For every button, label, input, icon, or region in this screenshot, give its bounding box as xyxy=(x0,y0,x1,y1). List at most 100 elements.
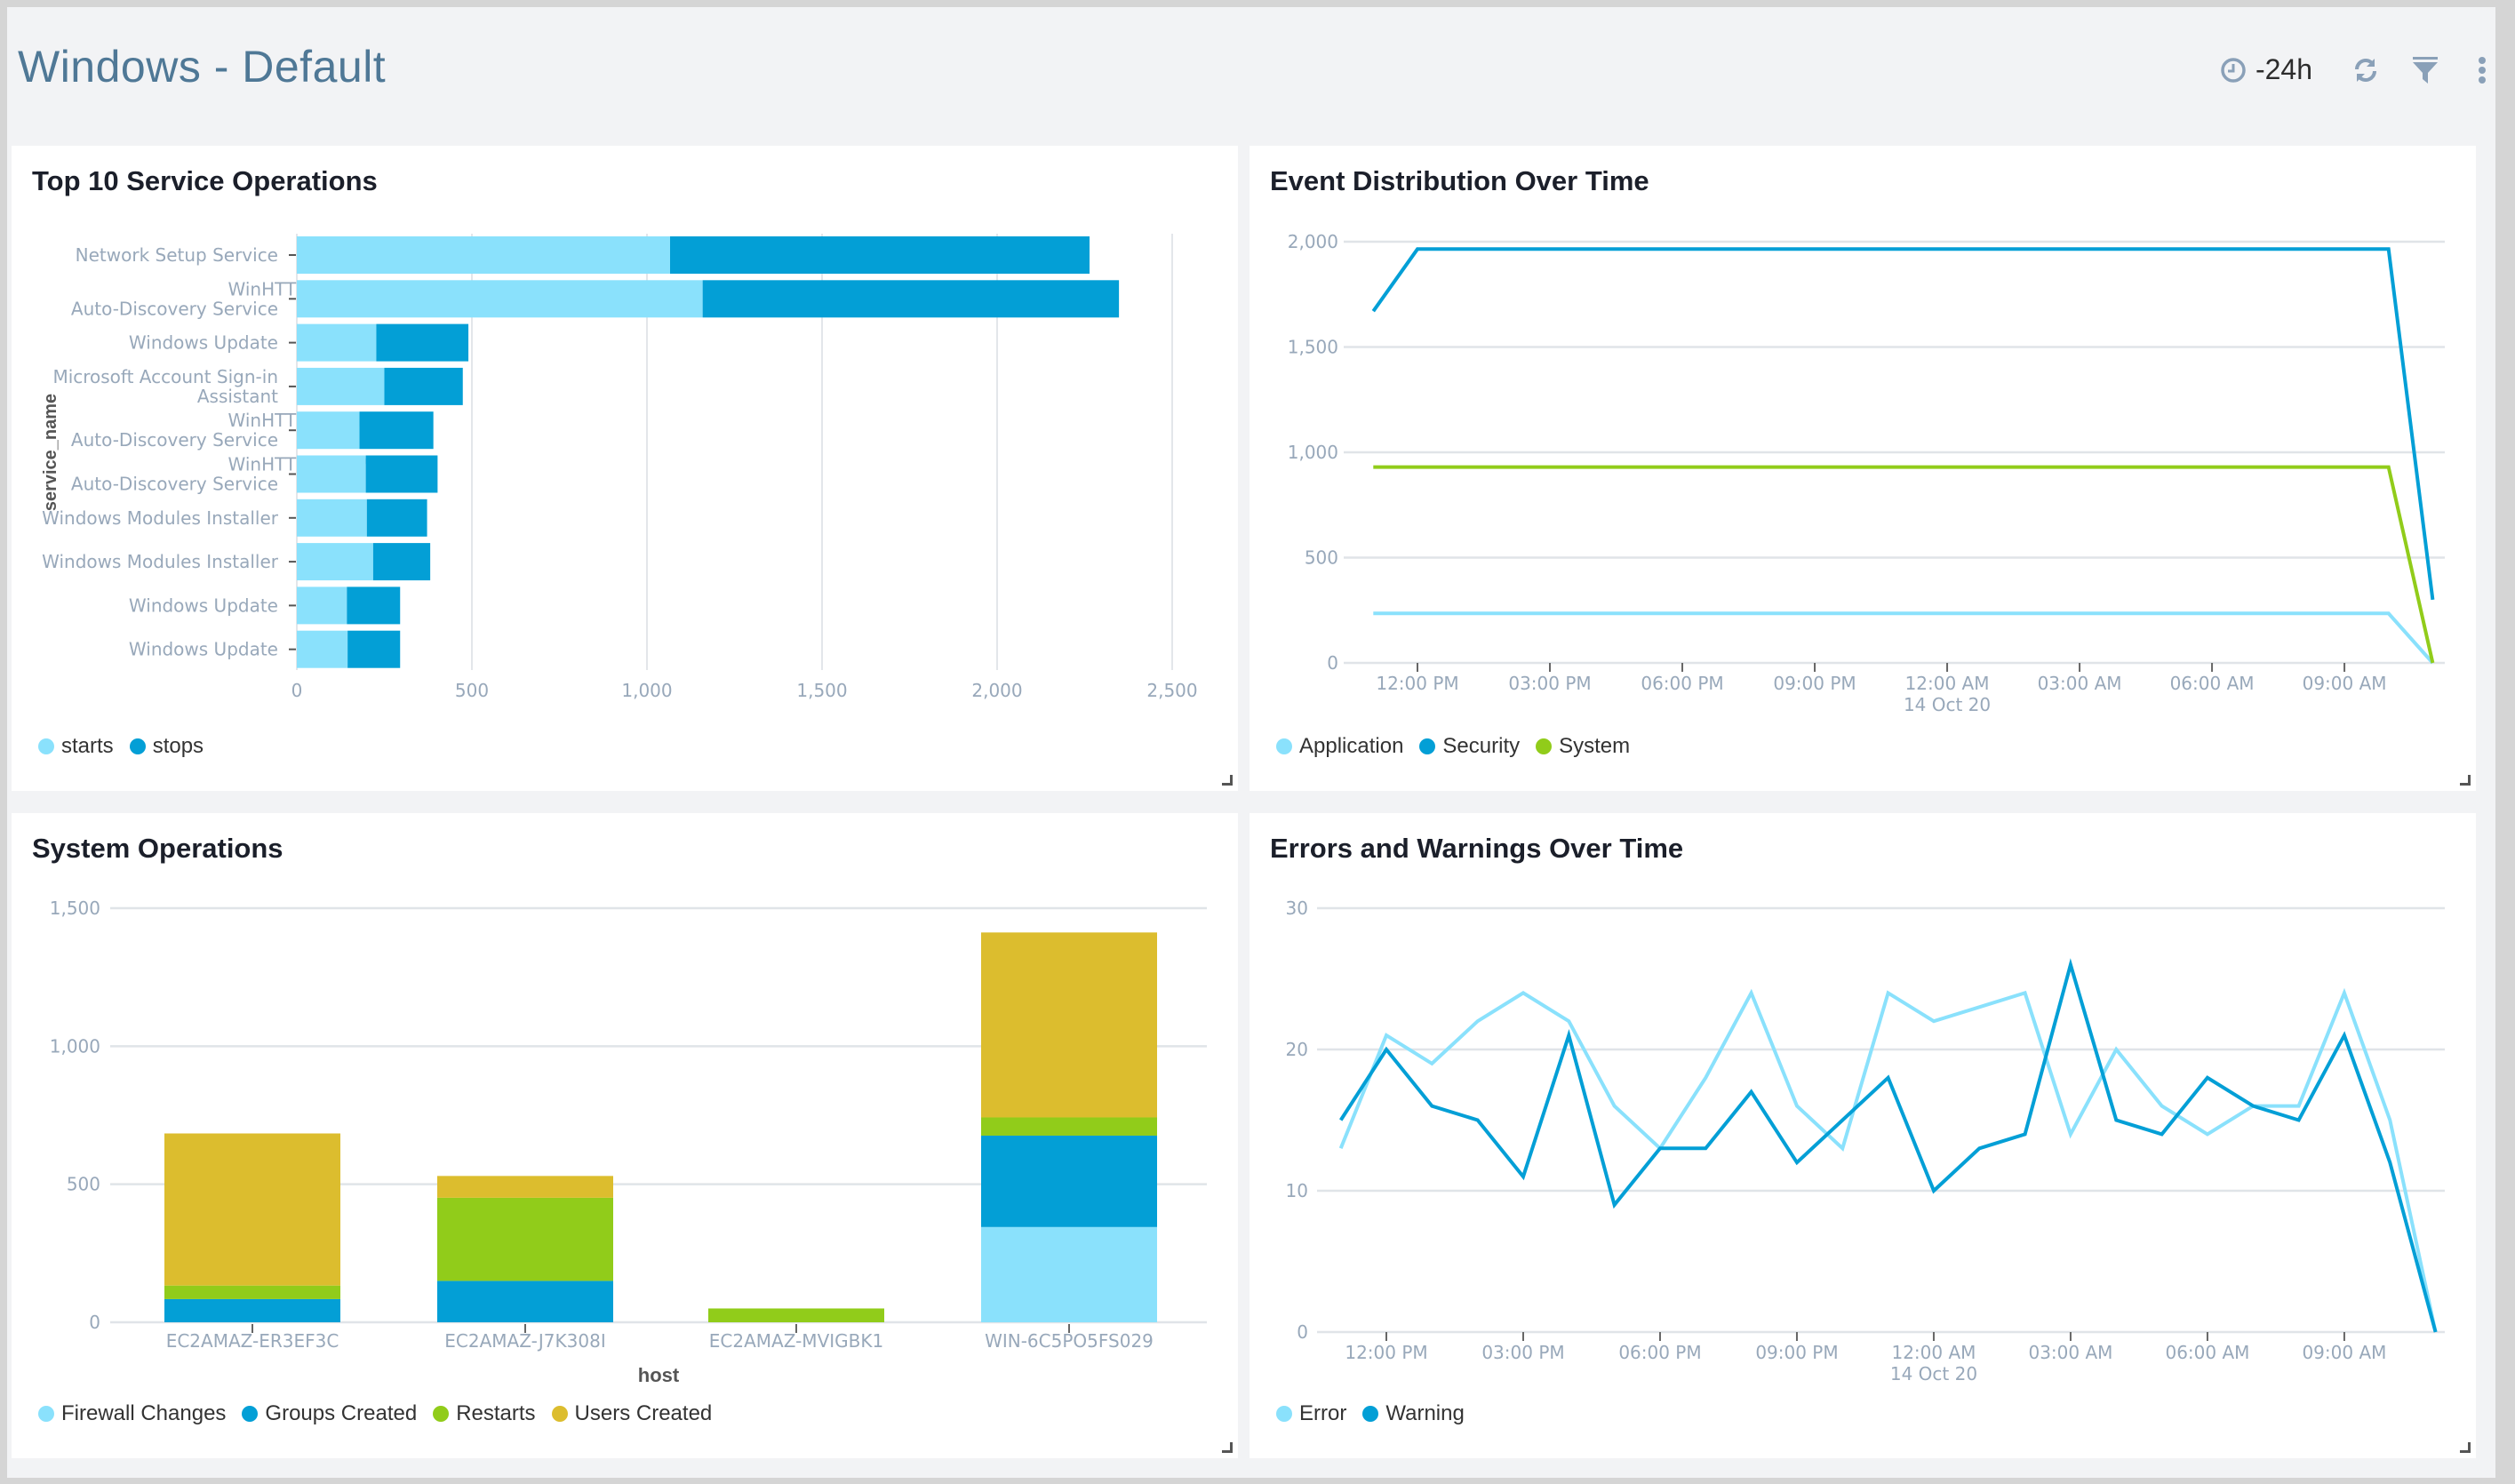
legend-label: System xyxy=(1559,734,1631,758)
bar-segment-stops xyxy=(384,367,463,405)
x-tick-label: 2,000 xyxy=(971,680,1022,701)
bar-segment-starts xyxy=(297,280,703,318)
legend-item[interactable]: Users Created xyxy=(551,1401,713,1426)
bar-segment-stops xyxy=(347,586,401,625)
x-tick-label: 09:00 AM xyxy=(2302,1342,2386,1363)
resize-handle-icon[interactable] xyxy=(2460,775,2471,786)
resize-handle-icon[interactable] xyxy=(2460,1442,2471,1453)
bar-segment-firewall-changes xyxy=(981,1226,1157,1322)
bar-segment-starts xyxy=(297,455,366,493)
y-category-label: Assistant xyxy=(197,386,278,407)
filter-icon[interactable] xyxy=(2412,56,2439,84)
panel-title: Event Distribution Over Time xyxy=(1270,165,1649,196)
bar-segment-restarts xyxy=(708,1308,884,1322)
x-tick-label: 2,500 xyxy=(1146,680,1197,701)
legend-item[interactable]: Warning xyxy=(1362,1401,1465,1426)
series-line-system xyxy=(1373,465,2435,664)
panel-system-operations: System Operations 0 500 1,000 1,500 EC2AMAZ-… xyxy=(12,813,1238,1458)
y-category-label: Windows Modules Installer xyxy=(42,551,279,572)
bar-segment-starts xyxy=(297,543,373,581)
y-tick-label: 500 xyxy=(67,1174,100,1195)
y-tick-label: 500 xyxy=(1305,547,1338,569)
legend-label: Users Created xyxy=(574,1401,713,1425)
legend-label: Application xyxy=(1299,734,1404,758)
x-tick-label: 03:00 PM xyxy=(1508,673,1591,694)
y-tick-label: 0 xyxy=(1327,652,1338,674)
refresh-icon[interactable] xyxy=(2351,56,2380,84)
clock-icon[interactable] xyxy=(2220,57,2247,84)
series-line-application xyxy=(1373,611,2434,665)
x-tick-label: 14 Oct 20 xyxy=(1904,694,1991,715)
x-tick-label: 09:00 PM xyxy=(1755,1342,1838,1363)
more-vert-icon[interactable] xyxy=(2478,56,2487,84)
bar-segment-starts xyxy=(297,630,348,668)
event-distribution-chart: 0 500 1,000 1,500 2,000 12:00 PM 03:00 PM 06:00… xyxy=(1288,231,2445,715)
resize-handle-icon[interactable] xyxy=(1222,775,1233,786)
x-tick-label: 06:00 AM xyxy=(2170,673,2255,694)
bar-segment-restarts xyxy=(981,1117,1157,1136)
resize-handle-icon[interactable] xyxy=(1222,1442,1233,1453)
x-tick-label: 12:00 PM xyxy=(1376,673,1458,694)
bar-segment-users-created xyxy=(981,932,1157,1118)
panel-title: Top 10 Service Operations xyxy=(32,165,378,196)
y-tick-label: 20 xyxy=(1286,1039,1308,1060)
chart-legend: starts stops xyxy=(38,734,204,759)
chart-legend: Application Security System xyxy=(1276,734,1630,759)
legend-item[interactable]: Error xyxy=(1276,1401,1346,1426)
errors-warnings-chart: 0 10 20 30 12:00 PM 03:00 PM 06:00 PM 09:00 PM 1… xyxy=(1286,898,2445,1384)
y-category-label: Auto-Discovery Service xyxy=(71,298,278,319)
legend-item[interactable]: Groups Created xyxy=(242,1401,417,1426)
bar-segment-stops xyxy=(372,543,431,581)
panel-title: System Operations xyxy=(32,833,283,864)
x-tick-label: 09:00 PM xyxy=(1773,673,1856,694)
x-tick-label: 06:00 AM xyxy=(2165,1342,2249,1363)
bar-segment-stops xyxy=(702,280,1120,318)
x-tick-label: 14 Oct 20 xyxy=(1890,1363,1977,1384)
y-tick-label: 1,500 xyxy=(50,898,100,919)
legend-label: Error xyxy=(1299,1401,1347,1425)
legend-dot-icon xyxy=(129,738,146,754)
chart-legend: Firewall Changes Groups Created Restarts Us… xyxy=(38,1401,712,1426)
x-tick-label: 03:00 AM xyxy=(2028,1342,2112,1363)
legend-item[interactable]: Application xyxy=(1276,734,1403,759)
panel-errors-warnings: Errors and Warnings Over Time 0 10 20 30 12:… xyxy=(1250,813,2476,1458)
legend-item[interactable]: Restarts xyxy=(433,1401,536,1426)
panel-title: Errors and Warnings Over Time xyxy=(1270,833,1684,864)
bar-segment-stops xyxy=(347,630,401,668)
bar-segment-stops xyxy=(366,499,427,537)
x-tick-label: 12:00 AM xyxy=(1905,673,1990,694)
x-category-label: EC2AMAZ-ER3EF3C xyxy=(166,1330,339,1352)
dashboard-title: Windows - Default xyxy=(18,42,387,92)
y-category-label: Windows Modules Installer xyxy=(42,507,279,529)
scrollbar[interactable] xyxy=(2497,0,2515,1484)
y-category-label: Network Setup Service xyxy=(76,244,278,266)
legend-item[interactable]: System xyxy=(1536,734,1630,759)
legend-item[interactable]: starts xyxy=(38,734,114,759)
x-axis-label: host xyxy=(638,1364,680,1386)
legend-dot-icon xyxy=(1362,1406,1379,1422)
y-category-label: Auto-Discovery Service xyxy=(71,474,278,495)
legend-label: starts xyxy=(61,734,114,758)
chart-legend: Error Warning xyxy=(1276,1401,1465,1426)
x-category-label: WIN-6C5PO5FS029 xyxy=(985,1330,1154,1352)
legend-item[interactable]: stops xyxy=(129,734,204,759)
bar-segment-stops xyxy=(365,455,438,493)
y-category-label: Windows Update xyxy=(129,639,278,660)
panel-event-distribution: Event Distribution Over Time 0 500 1,000 1,… xyxy=(1250,146,2476,791)
y-tick-label: 0 xyxy=(1297,1321,1308,1343)
bar-segment-starts xyxy=(297,586,347,625)
x-tick-label: 12:00 PM xyxy=(1345,1342,1427,1363)
legend-item[interactable]: Firewall Changes xyxy=(38,1401,226,1426)
bar-segment-users-created xyxy=(437,1176,613,1198)
time-range-button[interactable]: -24h xyxy=(2255,53,2312,85)
legend-item[interactable]: Security xyxy=(1419,734,1520,759)
legend-dot-icon xyxy=(38,738,54,754)
panel-top-service-operations: Top 10 Service Operations 0 500 1,000 1,500… xyxy=(12,146,1238,791)
y-tick-label: 0 xyxy=(89,1312,100,1333)
x-tick-label: 12:00 AM xyxy=(1891,1342,1976,1363)
system-operations-chart: 0 500 1,000 1,500 EC2AMAZ-ER3EF3C EC2AMAZ-J7K… xyxy=(50,898,1207,1386)
y-category-label: Windows Update xyxy=(129,332,278,354)
x-category-label: EC2AMAZ-MVIGBK1 xyxy=(709,1330,883,1352)
bar-segment-starts xyxy=(297,411,360,450)
y-category-label: Windows Update xyxy=(129,594,278,616)
